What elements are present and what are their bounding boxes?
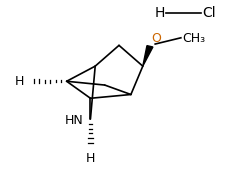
Text: H: H: [86, 152, 95, 165]
Text: Cl: Cl: [203, 6, 216, 20]
Text: O: O: [151, 32, 161, 45]
Polygon shape: [143, 46, 153, 66]
Text: HN: HN: [64, 114, 83, 126]
Text: H: H: [154, 6, 165, 20]
Text: CH₃: CH₃: [182, 32, 205, 45]
Text: H: H: [15, 75, 24, 88]
